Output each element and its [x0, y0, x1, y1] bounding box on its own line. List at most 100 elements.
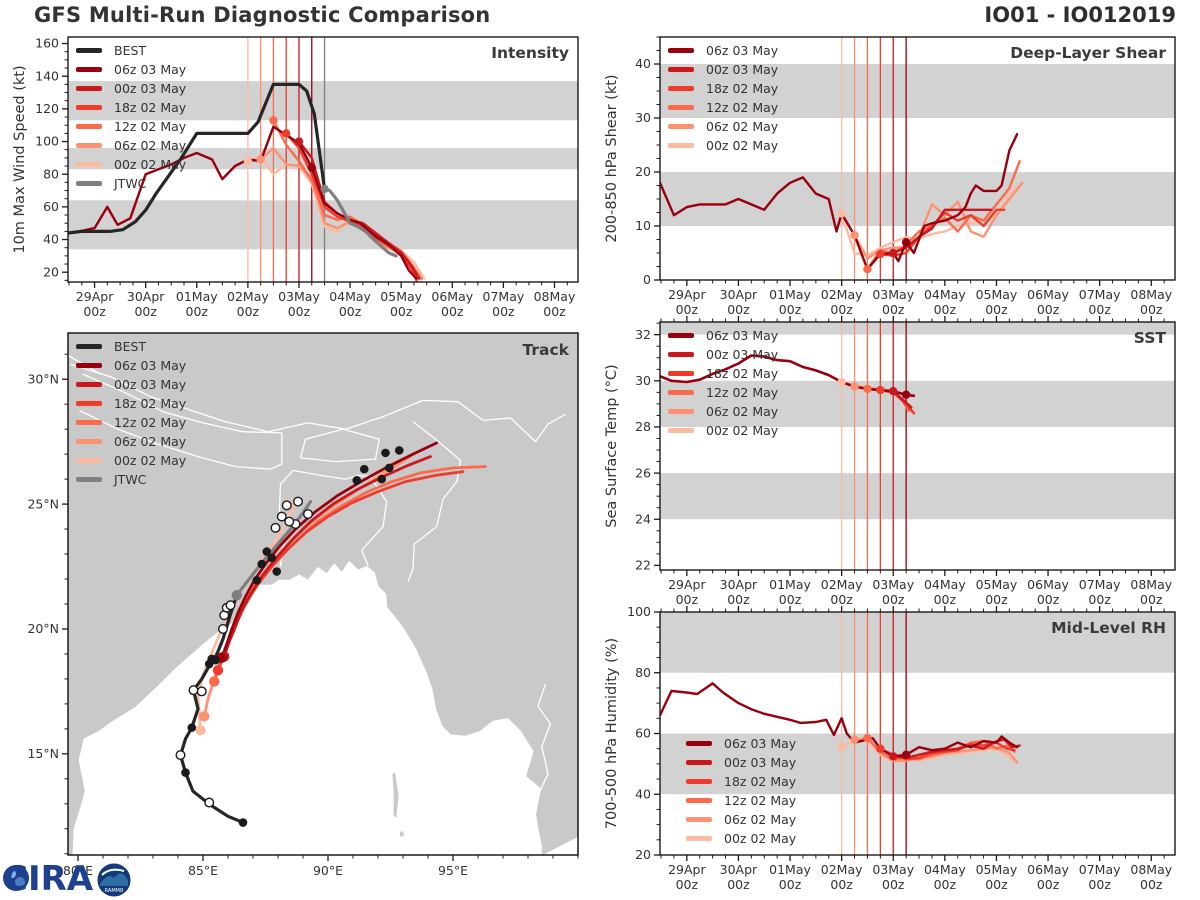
svg-text:00z: 00z: [1037, 302, 1060, 317]
svg-text:10m Max Wind Speed (kt): 10m Max Wind Speed (kt): [12, 65, 28, 253]
svg-text:00z: 00z: [676, 877, 699, 892]
svg-text:80°E: 80°E: [63, 863, 93, 878]
svg-text:02May: 02May: [821, 577, 863, 592]
svg-text:28: 28: [635, 419, 651, 434]
svg-text:Intensity: Intensity: [491, 44, 569, 62]
panel-shear: 29Apr00z30Apr00z01May00z02May00z03May00z…: [604, 36, 1176, 317]
svg-text:160: 160: [35, 36, 59, 51]
storm-id: IO01 - IO012019: [984, 3, 1176, 27]
svg-text:20: 20: [635, 847, 651, 862]
svg-text:20: 20: [635, 164, 651, 179]
svg-text:140: 140: [35, 68, 59, 83]
svg-text:03May: 03May: [278, 289, 320, 304]
svg-text:06May: 06May: [1027, 862, 1069, 877]
svg-text:00z: 00z: [390, 304, 413, 319]
svg-text:00z: 00z: [186, 304, 209, 319]
svg-text:00z: 00z: [441, 304, 464, 319]
svg-text:29Apr: 29Apr: [668, 577, 706, 592]
svg-text:32: 32: [635, 327, 651, 342]
svg-text:0: 0: [643, 272, 651, 287]
svg-text:Deep-Layer Shear: Deep-Layer Shear: [1010, 44, 1166, 62]
svg-text:05May: 05May: [976, 287, 1018, 302]
panel-sst: 29Apr00z30Apr00z01May00z02May00z03May00z…: [604, 316, 1176, 607]
svg-text:00z: 00z: [934, 302, 957, 317]
svg-text:RAMMB: RAMMB: [105, 888, 124, 894]
svg-text:00z: 00z: [543, 304, 566, 319]
svg-text:08May: 08May: [1130, 577, 1172, 592]
svg-text:00z: 00z: [1140, 592, 1163, 607]
svg-text:00z: 00z: [1088, 302, 1111, 317]
svg-text:00z: 00z: [830, 302, 853, 317]
svg-text:20°N: 20°N: [27, 621, 59, 636]
svg-text:80: 80: [635, 665, 651, 680]
svg-text:25°N: 25°N: [27, 496, 59, 511]
svg-text:40: 40: [635, 56, 651, 71]
svg-text:30Apr: 30Apr: [720, 577, 758, 592]
cira-logo: CIRA RAMMB: [2, 854, 137, 900]
svg-text:00z: 00z: [83, 304, 106, 319]
svg-text:00z: 00z: [237, 304, 260, 319]
svg-text:00z: 00z: [288, 304, 311, 319]
svg-text:00z: 00z: [934, 877, 957, 892]
svg-text:00z: 00z: [134, 304, 157, 319]
svg-text:90°E: 90°E: [313, 863, 343, 878]
svg-text:26: 26: [635, 465, 651, 480]
series-shear: [660, 132, 1024, 274]
svg-text:00z: 00z: [1037, 592, 1060, 607]
series-sst: [660, 354, 916, 415]
svg-text:04May: 04May: [329, 289, 371, 304]
svg-text:00z: 00z: [882, 877, 905, 892]
svg-text:22: 22: [635, 558, 651, 573]
svg-text:30Apr: 30Apr: [127, 289, 165, 304]
svg-text:05May: 05May: [380, 289, 422, 304]
track-JTWC: [235, 500, 313, 597]
svg-text:00z: 00z: [727, 592, 750, 607]
svg-text:08May: 08May: [534, 289, 576, 304]
svg-text:06May: 06May: [431, 289, 473, 304]
svg-text:00z: 00z: [779, 592, 802, 607]
svg-text:06May: 06May: [1027, 287, 1069, 302]
svg-text:30: 30: [635, 110, 651, 125]
rammb-badge-icon: RAMMB: [96, 862, 132, 898]
svg-text:Sea Surface Temp (°C): Sea Surface Temp (°C): [604, 364, 620, 527]
svg-text:00z: 00z: [676, 592, 699, 607]
svg-text:00z: 00z: [727, 877, 750, 892]
svg-text:00z: 00z: [985, 302, 1008, 317]
svg-text:01May: 01May: [176, 289, 218, 304]
panel-intensity: 29Apr00z30Apr00z01May00z02May00z03May00z…: [12, 36, 579, 319]
svg-text:85°E: 85°E: [188, 863, 218, 878]
svg-text:05May: 05May: [976, 577, 1018, 592]
svg-text:00z: 00z: [727, 302, 750, 317]
svg-text:SST: SST: [1134, 329, 1167, 347]
svg-text:08May: 08May: [1130, 287, 1172, 302]
svg-text:07May: 07May: [1079, 577, 1121, 592]
svg-text:02May: 02May: [227, 289, 269, 304]
svg-text:200-850 hPa Shear (kt): 200-850 hPa Shear (kt): [604, 74, 620, 242]
svg-text:04May: 04May: [924, 577, 966, 592]
svg-text:08May: 08May: [1130, 862, 1172, 877]
series-intensity: [68, 82, 426, 282]
svg-text:40: 40: [635, 786, 651, 801]
panel-track: 80°E 85°E 90°E 95°E 15°N 20°N 25°N 30°N Track: [27, 332, 579, 878]
svg-text:00z: 00z: [1140, 302, 1163, 317]
svg-text:00z: 00z: [882, 592, 905, 607]
svg-text:30Apr: 30Apr: [720, 287, 758, 302]
svg-text:80: 80: [43, 166, 59, 181]
logo-text: CIRA: [3, 859, 94, 898]
svg-text:00z: 00z: [882, 302, 905, 317]
track-06z 03 May: [220, 441, 439, 660]
svg-text:01May: 01May: [769, 577, 811, 592]
svg-text:00z: 00z: [676, 302, 699, 317]
svg-text:00z: 00z: [830, 877, 853, 892]
svg-text:00z: 00z: [1037, 877, 1060, 892]
svg-text:00z: 00z: [1140, 877, 1163, 892]
svg-text:02May: 02May: [821, 287, 863, 302]
svg-text:04May: 04May: [924, 862, 966, 877]
svg-text:29Apr: 29Apr: [668, 287, 706, 302]
svg-text:60: 60: [43, 199, 59, 214]
svg-text:01May: 01May: [769, 287, 811, 302]
svg-text:00z: 00z: [779, 877, 802, 892]
svg-text:00z: 00z: [934, 592, 957, 607]
